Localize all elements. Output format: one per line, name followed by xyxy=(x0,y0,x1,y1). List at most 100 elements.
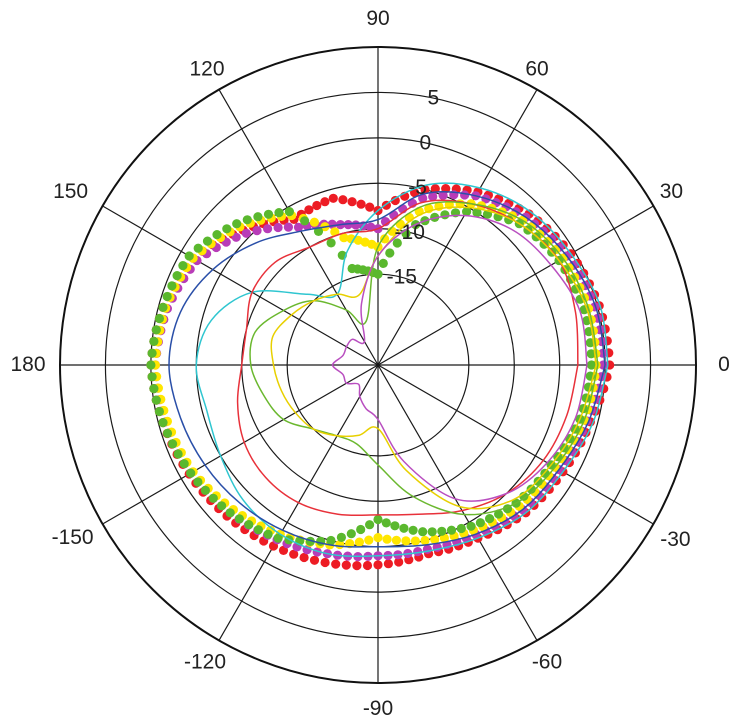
series-point xyxy=(360,237,370,247)
series-point xyxy=(178,261,188,271)
series-point xyxy=(430,534,440,545)
series-point xyxy=(154,313,164,324)
series-point xyxy=(167,281,177,291)
series-point xyxy=(408,525,418,535)
series-point xyxy=(149,384,159,394)
series-5 xyxy=(195,182,609,558)
series-point xyxy=(193,243,203,253)
series-point xyxy=(362,560,373,571)
series-point xyxy=(151,395,161,405)
series-point xyxy=(571,284,581,294)
series-line xyxy=(195,182,609,558)
series-point xyxy=(352,561,362,571)
series-point xyxy=(330,227,340,237)
radial-tick-label: 0 xyxy=(420,131,432,154)
series-point xyxy=(283,222,293,232)
series-point xyxy=(158,418,168,428)
series-point xyxy=(519,491,529,501)
radial-tick-label: -10 xyxy=(395,221,425,244)
series-point xyxy=(482,209,493,219)
series-point xyxy=(347,263,357,274)
series-point xyxy=(385,248,395,258)
series-point xyxy=(466,521,476,531)
series-point xyxy=(309,217,319,227)
series-point xyxy=(373,514,383,525)
angular-tick-label: 60 xyxy=(525,58,548,81)
series-point xyxy=(242,215,252,225)
series-point xyxy=(326,238,336,248)
series-point xyxy=(430,184,440,194)
series-point xyxy=(320,557,330,568)
angular-tick-label: 120 xyxy=(189,58,224,81)
series-point xyxy=(184,251,194,261)
angular-grid-spoke xyxy=(377,364,654,525)
angular-tick-label: 30 xyxy=(660,180,683,203)
angular-tick-label: -30 xyxy=(660,528,690,551)
series-point xyxy=(413,547,423,557)
series-point xyxy=(394,557,404,567)
series-point xyxy=(365,202,375,212)
series-point xyxy=(399,523,409,533)
series-point xyxy=(284,207,294,217)
series-point xyxy=(331,559,341,569)
series-point xyxy=(366,222,376,232)
series-point xyxy=(225,508,235,518)
series-8 xyxy=(249,201,599,516)
series-point xyxy=(598,360,608,370)
angular-tick-label: 150 xyxy=(53,180,88,203)
series-point xyxy=(158,302,168,312)
series-point xyxy=(586,349,596,359)
series-point xyxy=(598,348,608,358)
series-point xyxy=(356,199,366,209)
series-point xyxy=(146,360,156,370)
series-point xyxy=(440,210,450,220)
series-point xyxy=(304,205,314,215)
series-layer xyxy=(146,182,615,571)
series-line xyxy=(270,206,597,510)
series-point xyxy=(326,535,336,546)
series-point xyxy=(217,501,227,511)
series-9 xyxy=(270,206,597,510)
series-point xyxy=(312,200,322,211)
series-point xyxy=(289,549,299,559)
radial-tick-labels: 5 0 -5 -10 -15 xyxy=(387,87,440,289)
series-point xyxy=(278,545,289,556)
series-point xyxy=(378,258,388,268)
series-point xyxy=(353,235,363,245)
series-point xyxy=(390,195,400,206)
series-point xyxy=(382,534,392,544)
series-point xyxy=(147,372,157,382)
series-point xyxy=(336,532,346,543)
series-point xyxy=(244,520,254,530)
series-point xyxy=(274,208,284,218)
series-point xyxy=(186,468,196,478)
series-point xyxy=(427,527,437,537)
series-point xyxy=(346,529,356,539)
series-point xyxy=(428,191,438,202)
series-point xyxy=(390,521,400,531)
series-line xyxy=(249,201,599,516)
series-point xyxy=(418,193,428,203)
series-point xyxy=(533,476,543,486)
series-point xyxy=(273,533,283,543)
angular-tick-label: 180 xyxy=(10,353,45,376)
series-point xyxy=(356,524,366,535)
angular-grid-spoke xyxy=(377,364,538,641)
series-point xyxy=(401,536,411,546)
series-point xyxy=(347,197,357,207)
series-point xyxy=(475,518,485,528)
series-point xyxy=(338,195,348,205)
series-point xyxy=(339,233,349,243)
series-point xyxy=(179,459,189,469)
series-point xyxy=(147,348,157,358)
series-point xyxy=(293,222,304,232)
series-point xyxy=(200,485,210,495)
series-point xyxy=(173,449,183,459)
series-point xyxy=(231,232,241,242)
series-point xyxy=(485,514,495,524)
series-point xyxy=(253,212,263,222)
series-point xyxy=(313,226,324,236)
series-point xyxy=(162,428,173,438)
series-point xyxy=(193,477,203,487)
series-point xyxy=(263,224,273,234)
